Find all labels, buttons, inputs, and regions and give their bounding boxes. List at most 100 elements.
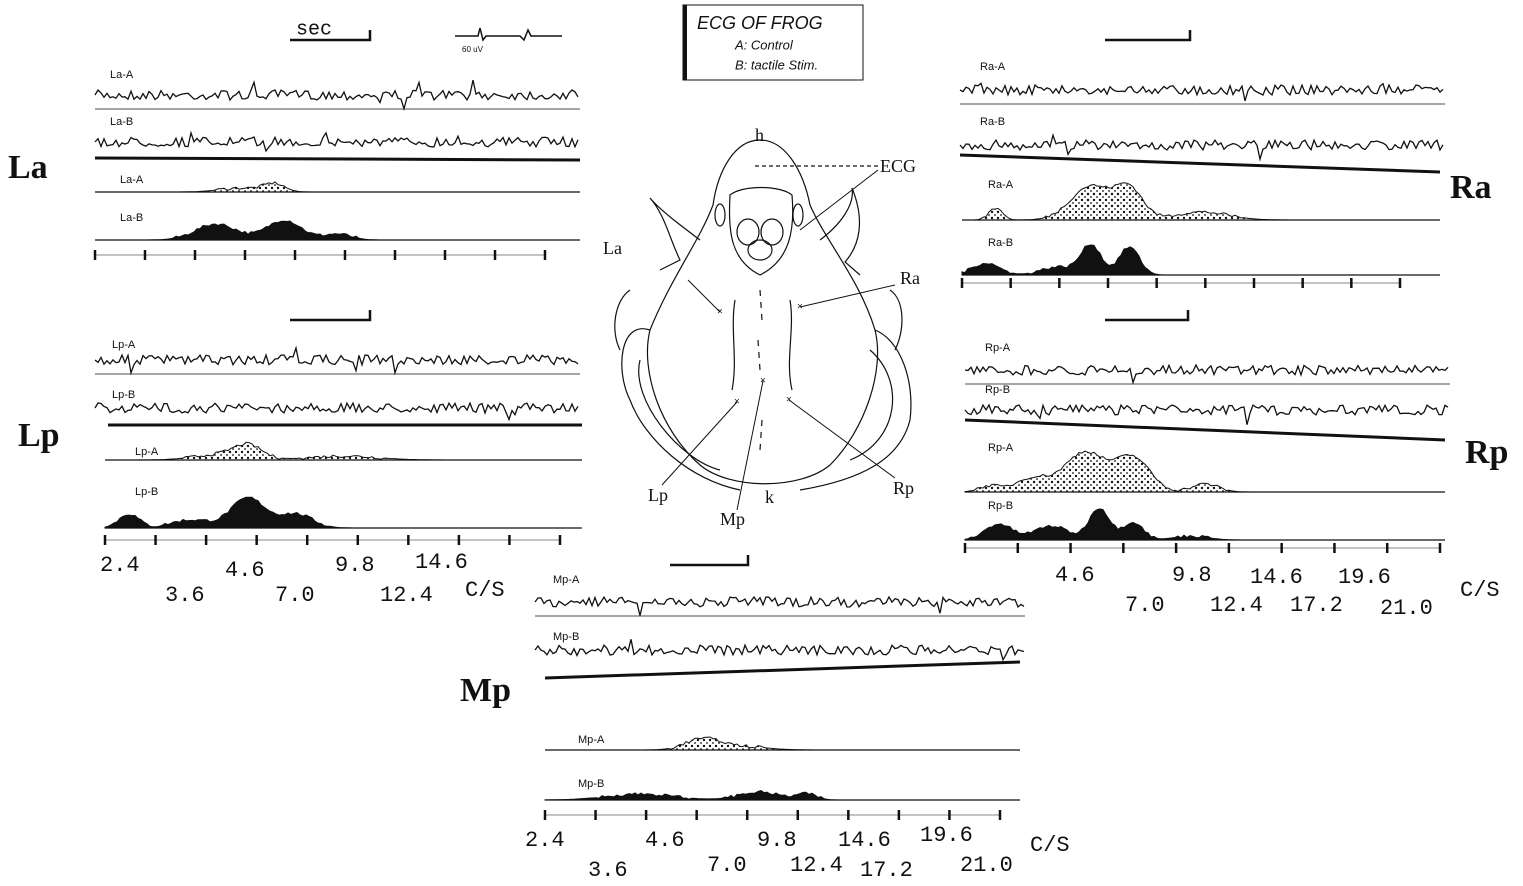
spectrum-label: Ra-A: [988, 179, 1014, 191]
spectrum: [961, 244, 1440, 276]
electrode-mark: ×: [786, 395, 792, 406]
ecg-trace: [534, 639, 1025, 662]
trace-label: Ra-B: [980, 116, 1005, 128]
spectrum: [544, 790, 1020, 801]
scale-bar: [290, 310, 372, 322]
freq-label: 19.6: [920, 823, 973, 848]
frog-label: Ra: [900, 268, 920, 288]
spectrum: [545, 736, 1020, 751]
scale-bar: [670, 555, 750, 567]
scale-label: sec: [296, 18, 332, 41]
freq-label: 7.0: [707, 853, 747, 878]
freq-label: 4.6: [645, 828, 685, 853]
leader-line: [661, 401, 738, 486]
unit-label: C/S: [465, 578, 505, 603]
trace-label: Lp-A: [112, 339, 136, 351]
spectrum-label: Mp-B: [578, 778, 604, 790]
frog-drawing: [614, 139, 912, 511]
freq-label: 12.4: [1210, 593, 1263, 618]
ecg-trace: [959, 82, 1444, 102]
trace-label: Rp-B: [985, 384, 1010, 396]
panel-label: Lp: [18, 417, 60, 454]
spectrum: [105, 441, 582, 461]
freq-label: 4.6: [1055, 563, 1095, 588]
trace-label: Rp-A: [985, 342, 1011, 354]
electrode-mark: ×: [760, 376, 766, 387]
ecg-trace: [94, 79, 579, 112]
frog-label: h: [755, 125, 764, 145]
freq-label: 17.2: [1290, 593, 1343, 618]
leader-line: [799, 169, 879, 231]
ecg-trace: [964, 403, 1449, 425]
electrode-mark: ×: [734, 397, 740, 408]
freq-label: 9.8: [757, 828, 797, 853]
panel-label: Rp: [1465, 434, 1508, 471]
spectrum: [95, 220, 580, 241]
frog-label: Lp: [648, 485, 668, 505]
stim-baseline: [964, 418, 1446, 442]
freq-label: 2.4: [525, 828, 565, 853]
trace-label: La-A: [110, 69, 134, 81]
spectrum-label: Mp-A: [578, 734, 605, 746]
electrode-mark: ×: [717, 307, 723, 318]
unit-label: C/S: [1460, 578, 1500, 603]
ecg-trace: [94, 401, 579, 422]
legend-item: A: Control: [734, 37, 794, 52]
frog-label: Rp: [893, 478, 914, 498]
stim-baseline: [544, 660, 1021, 680]
spectrum-label: La-B: [120, 212, 143, 224]
trace-label: Mp-A: [553, 574, 580, 586]
freq-label: 14.6: [415, 550, 468, 575]
freq-label: 2.4: [100, 553, 140, 578]
ecg-trace: [94, 345, 579, 376]
freq-label: 21.0: [1380, 596, 1433, 621]
ecg-trace: [534, 595, 1025, 616]
leader-line: [736, 380, 764, 511]
legend-item: B: tactile Stim.: [735, 57, 818, 72]
ecg-trace: [94, 130, 579, 153]
leader-line: [788, 399, 896, 479]
frog-label: k: [765, 487, 774, 507]
freq-label: 14.6: [1250, 565, 1303, 590]
spectrum: [964, 508, 1445, 541]
freq-label: 17.2: [860, 858, 913, 883]
spectrum: [95, 181, 580, 193]
trace-label: La-B: [110, 116, 133, 128]
scale-bar: [1105, 310, 1190, 322]
scale-bar: [290, 30, 372, 42]
ecg-trace: [959, 132, 1444, 162]
leader-line: [687, 279, 721, 313]
spectrum-label: Lp-A: [135, 446, 159, 458]
freq-label: 21.0: [960, 853, 1013, 878]
panel-label: Mp: [460, 672, 511, 709]
ecg-trace: [964, 363, 1449, 385]
freq-label: 12.4: [380, 583, 433, 608]
stim-baseline: [959, 153, 1441, 174]
frog-label: ECG: [880, 156, 916, 176]
freq-label: 12.4: [790, 853, 843, 878]
stim-baseline: [94, 156, 581, 162]
freq-label: 3.6: [165, 583, 205, 608]
panel-label: La: [8, 149, 48, 186]
legend-title: ECG OF FROG: [697, 13, 823, 33]
freq-label: 19.6: [1338, 565, 1391, 590]
freq-label: 9.8: [335, 553, 375, 578]
panel-label: Ra: [1450, 169, 1492, 206]
spectrum: [104, 496, 582, 529]
frog-label: Mp: [720, 509, 745, 529]
spectrum: [962, 182, 1440, 221]
spectrum-label: Ra-B: [988, 237, 1013, 249]
spectrum-label: Rp-B: [988, 500, 1013, 512]
trace-label: Mp-B: [553, 631, 579, 643]
calibration-trace: [455, 27, 562, 42]
trace-label: Lp-B: [112, 389, 135, 401]
trace-label: Ra-A: [980, 61, 1006, 73]
freq-label: 4.6: [225, 558, 265, 583]
frog-label: La: [603, 238, 622, 258]
spectrum-label: La-A: [120, 174, 144, 186]
leader-line: [799, 284, 896, 308]
freq-label: 7.0: [1125, 593, 1165, 618]
unit-label: C/S: [1030, 833, 1070, 858]
